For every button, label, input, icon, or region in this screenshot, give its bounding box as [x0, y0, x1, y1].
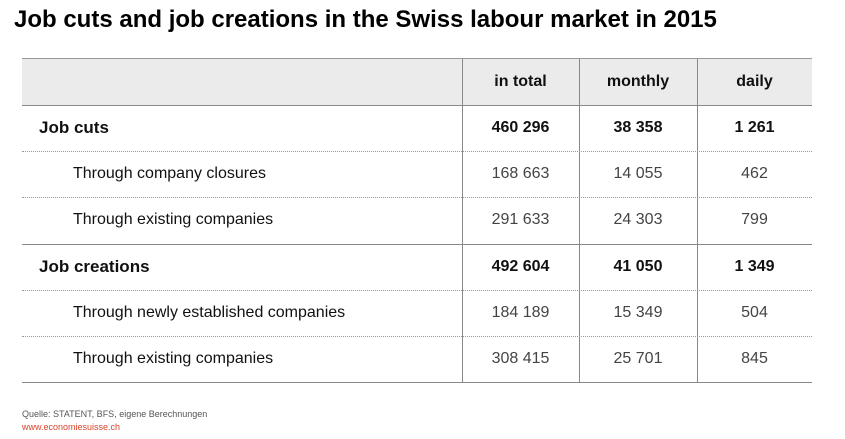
value-cell: 24 303	[613, 211, 663, 229]
column-divider	[697, 59, 698, 382]
column-header: monthly	[606, 73, 670, 90]
value-cell: 15 349	[613, 303, 663, 321]
value-cell: 504	[741, 303, 768, 321]
row-separator	[22, 289, 812, 291]
value-cell: 1 349	[734, 257, 775, 275]
row-label: Through company closures	[73, 165, 266, 183]
table-bottom	[22, 382, 812, 383]
value-cell: 462	[741, 165, 768, 183]
row-separator	[22, 151, 812, 153]
column-divider	[579, 59, 580, 382]
value-cell: 1 261	[734, 119, 775, 137]
value-cell: 14 055	[613, 165, 663, 183]
row-separator	[22, 336, 812, 337]
title: Job cuts and job creations in the Swiss …	[14, 6, 717, 33]
source: Quelle: STATENT, BFS, eigene Berechnunge…	[22, 409, 208, 419]
column-divider	[462, 59, 463, 382]
value-cell: 799	[741, 211, 768, 229]
row-label: Job cuts	[39, 118, 109, 138]
value-cell: 845	[741, 350, 768, 368]
row-label: Through existing companies	[73, 211, 274, 229]
value-cell: 492 604	[491, 257, 550, 275]
url: www.economiesuisse.ch	[22, 422, 121, 432]
row-label: Job creations	[39, 256, 150, 276]
value-cell: 41 050	[613, 257, 663, 275]
row-separator	[22, 243, 812, 245]
row-label: Through newly established companies	[73, 303, 346, 321]
value-cell: 168 663	[491, 165, 550, 183]
value-cell: 460 296	[491, 119, 550, 137]
column-header: daily	[736, 73, 773, 90]
value-cell: 291 633	[491, 211, 550, 229]
value-cell: 25 701	[613, 350, 663, 368]
row-label: Through existing companies	[73, 350, 274, 368]
value-cell: 308 415	[491, 350, 550, 368]
row-separator	[22, 197, 812, 199]
column-header: in total	[494, 73, 547, 90]
table: in total monthly daily Job cuts 460 296 38 35…	[22, 58, 812, 383]
value-cell: 184 189	[491, 303, 550, 321]
header-row	[22, 59, 812, 106]
value-cell: 38 358	[613, 119, 663, 137]
